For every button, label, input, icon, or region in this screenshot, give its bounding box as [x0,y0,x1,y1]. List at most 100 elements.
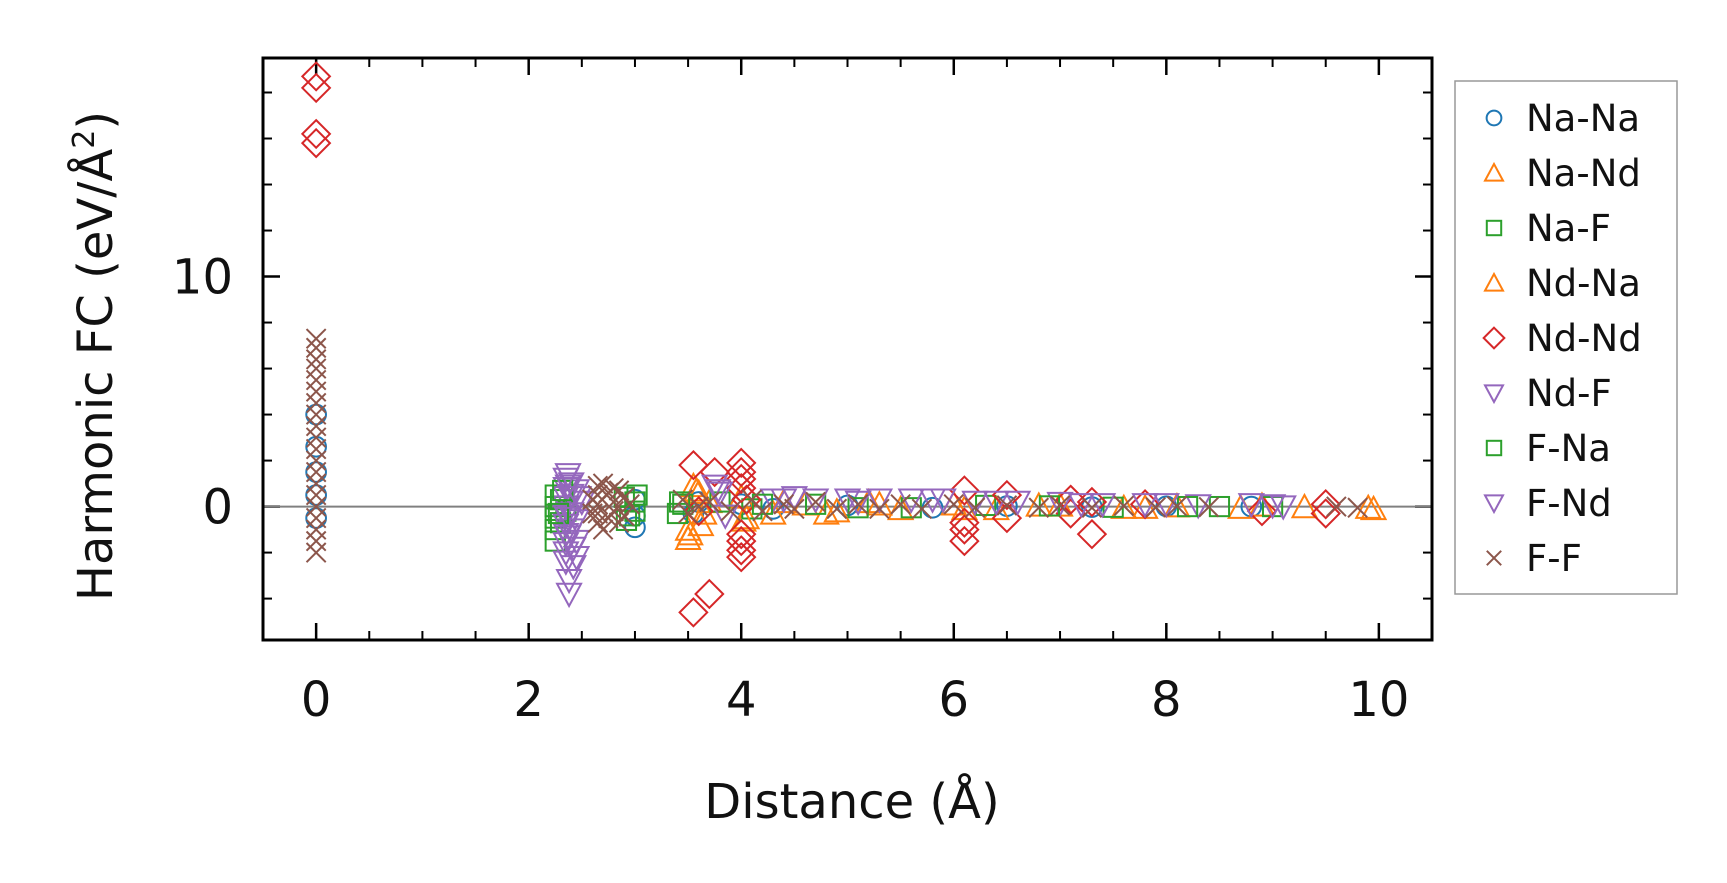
minor-ticks [263,58,1433,640]
point-nd-nd [1055,498,1086,529]
point-f-f [619,493,640,515]
point-f-f [943,493,965,515]
point-f-na [547,502,570,525]
x-tick-label: 4 [726,672,757,728]
point-nd-f [1003,490,1032,517]
point-f-nd [1067,493,1095,519]
x-tick-label: 6 [938,672,969,728]
point-f-f [305,415,327,437]
point-nd-f [1184,494,1212,520]
point-nd-na [823,497,851,523]
y-axis-label-superscript: 2 [67,130,102,149]
point-na-na [305,461,327,483]
point-na-nd [886,494,915,521]
point-f-f [305,542,327,563]
point-na-na [305,484,327,506]
point-nd-nd [1246,495,1278,527]
point-nd-f [801,488,830,514]
point-nd-nd [699,456,730,488]
point-f-f [699,491,720,513]
point-nd-nd [726,463,757,495]
point-f-f [305,392,327,414]
legend-marker-f-f [1486,550,1502,566]
point-f-f [305,404,327,425]
point-f-f [305,358,327,379]
point-na-nd [1359,494,1388,521]
point-nd-nd [726,525,757,557]
point-f-f [305,484,327,506]
point-nd-nd [991,479,1023,511]
point-f-f [964,497,986,519]
legend-marker-nd-nd [1482,326,1506,350]
point-nd-f [1088,493,1117,519]
y-tick-label: 0 [202,480,233,536]
point-nd-nd [1310,498,1341,529]
point-f-f [1113,495,1135,517]
point-f-f [305,450,327,471]
plot-frame [261,56,1434,642]
point-f-f [677,503,699,524]
point-f-nd [1258,494,1287,520]
x-tick-label: 8 [1151,672,1182,728]
point-f-f [1081,497,1103,519]
legend-label: Na-Nd [1526,152,1641,195]
point-nd-nd [1076,486,1108,518]
x-tick-label: 10 [1348,672,1409,728]
y-tick-label: 10 [172,250,233,306]
point-f-nd [982,490,1010,517]
point-na-na [624,516,646,539]
y-tick-labels: 0 10 [172,250,233,536]
legend-label: Nd-Na [1526,262,1641,305]
point-f-f [805,491,826,513]
point-na-nd [674,524,702,550]
point-f-f [305,369,327,391]
point-nd-nd [949,507,980,538]
point-nd-f [1131,493,1159,519]
point-nd-f [555,582,583,609]
point-nd-nd [1310,489,1341,520]
legend-label: Na-Na [1526,97,1640,140]
point-f-f [688,496,710,517]
point-f-f [305,530,327,552]
point-f-f [305,349,327,370]
point-f-f [305,337,327,359]
legend-marker-f-nd [1483,494,1505,515]
point-nd-f [562,545,591,572]
legend-label: Nd-F [1526,372,1612,415]
point-na-f [805,493,827,515]
point-nd-nd [949,525,980,557]
legend-label: Na-F [1526,207,1611,250]
legend-marker-na-f [1485,219,1503,237]
x-axis-label: Distance (Å) [704,773,999,830]
point-nd-na [687,510,715,537]
plot-area [261,56,1434,642]
point-f-nd [844,490,872,517]
point-f-f [996,495,1018,516]
point-f-f [752,500,773,522]
legend-label: Nd-Nd [1526,317,1642,360]
point-nd-na [1354,493,1382,519]
point-f-f [614,505,635,527]
y-axis-label-close: ) [68,111,124,130]
data-points [300,61,1388,628]
point-f-f [592,473,614,494]
point-f-nd [564,486,593,512]
point-f-f [847,493,869,515]
point-nd-na [676,520,704,546]
point-na-nd [1110,493,1138,519]
point-nd-nd [678,597,709,628]
major-ticks [263,58,1432,640]
legend-label: F-Na [1526,427,1611,470]
point-nd-nd [949,475,980,506]
point-f-f [911,498,933,520]
x-tick-label: 2 [513,672,544,728]
point-f-f [1326,496,1347,517]
point-f-na [847,497,869,519]
point-nd-f [557,483,585,510]
point-f-f [1166,495,1188,517]
point-nd-nd [300,72,332,104]
point-na-nd [1290,492,1319,519]
point-nd-f [865,488,894,514]
point-nd-nd [726,535,757,566]
